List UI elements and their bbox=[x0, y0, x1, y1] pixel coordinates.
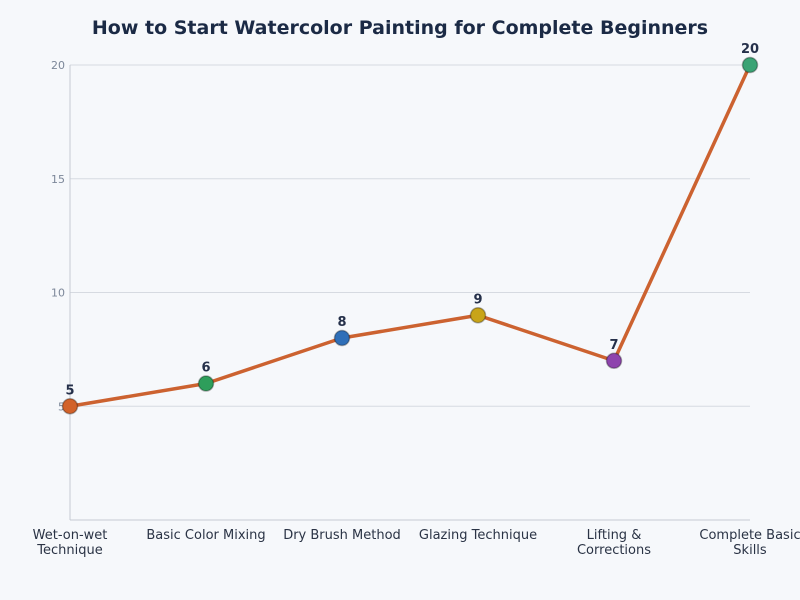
data-point bbox=[605, 352, 623, 369]
x-tick-label: Basic Color Mixing bbox=[146, 528, 265, 543]
data-point bbox=[61, 398, 79, 415]
y-tick-label: 5 bbox=[58, 400, 65, 413]
y-tick-label: 10 bbox=[51, 287, 65, 300]
data-point bbox=[741, 56, 759, 74]
data-label: 9 bbox=[473, 292, 482, 307]
data-point bbox=[197, 375, 215, 392]
data-point bbox=[333, 329, 351, 347]
data-label: 8 bbox=[337, 315, 346, 330]
x-tick-label: Lifting & Corrections bbox=[577, 528, 651, 558]
x-tick-label: Dry Brush Method bbox=[283, 528, 401, 543]
data-label: 7 bbox=[609, 338, 618, 353]
data-label: 20 bbox=[741, 42, 759, 57]
series-line bbox=[69, 64, 752, 408]
x-tick-label: Glazing Technique bbox=[419, 528, 537, 543]
chart-title: How to Start Watercolor Painting for Com… bbox=[92, 17, 708, 39]
data-label: 5 bbox=[65, 383, 74, 398]
x-tick-label: Wet-on-wet Technique bbox=[33, 528, 108, 558]
data-point bbox=[469, 307, 487, 324]
y-tick-label: 20 bbox=[51, 59, 65, 72]
x-tick-label: Complete Basic Skills bbox=[699, 528, 800, 558]
y-tick-label: 15 bbox=[51, 173, 65, 186]
data-label: 6 bbox=[201, 361, 210, 376]
